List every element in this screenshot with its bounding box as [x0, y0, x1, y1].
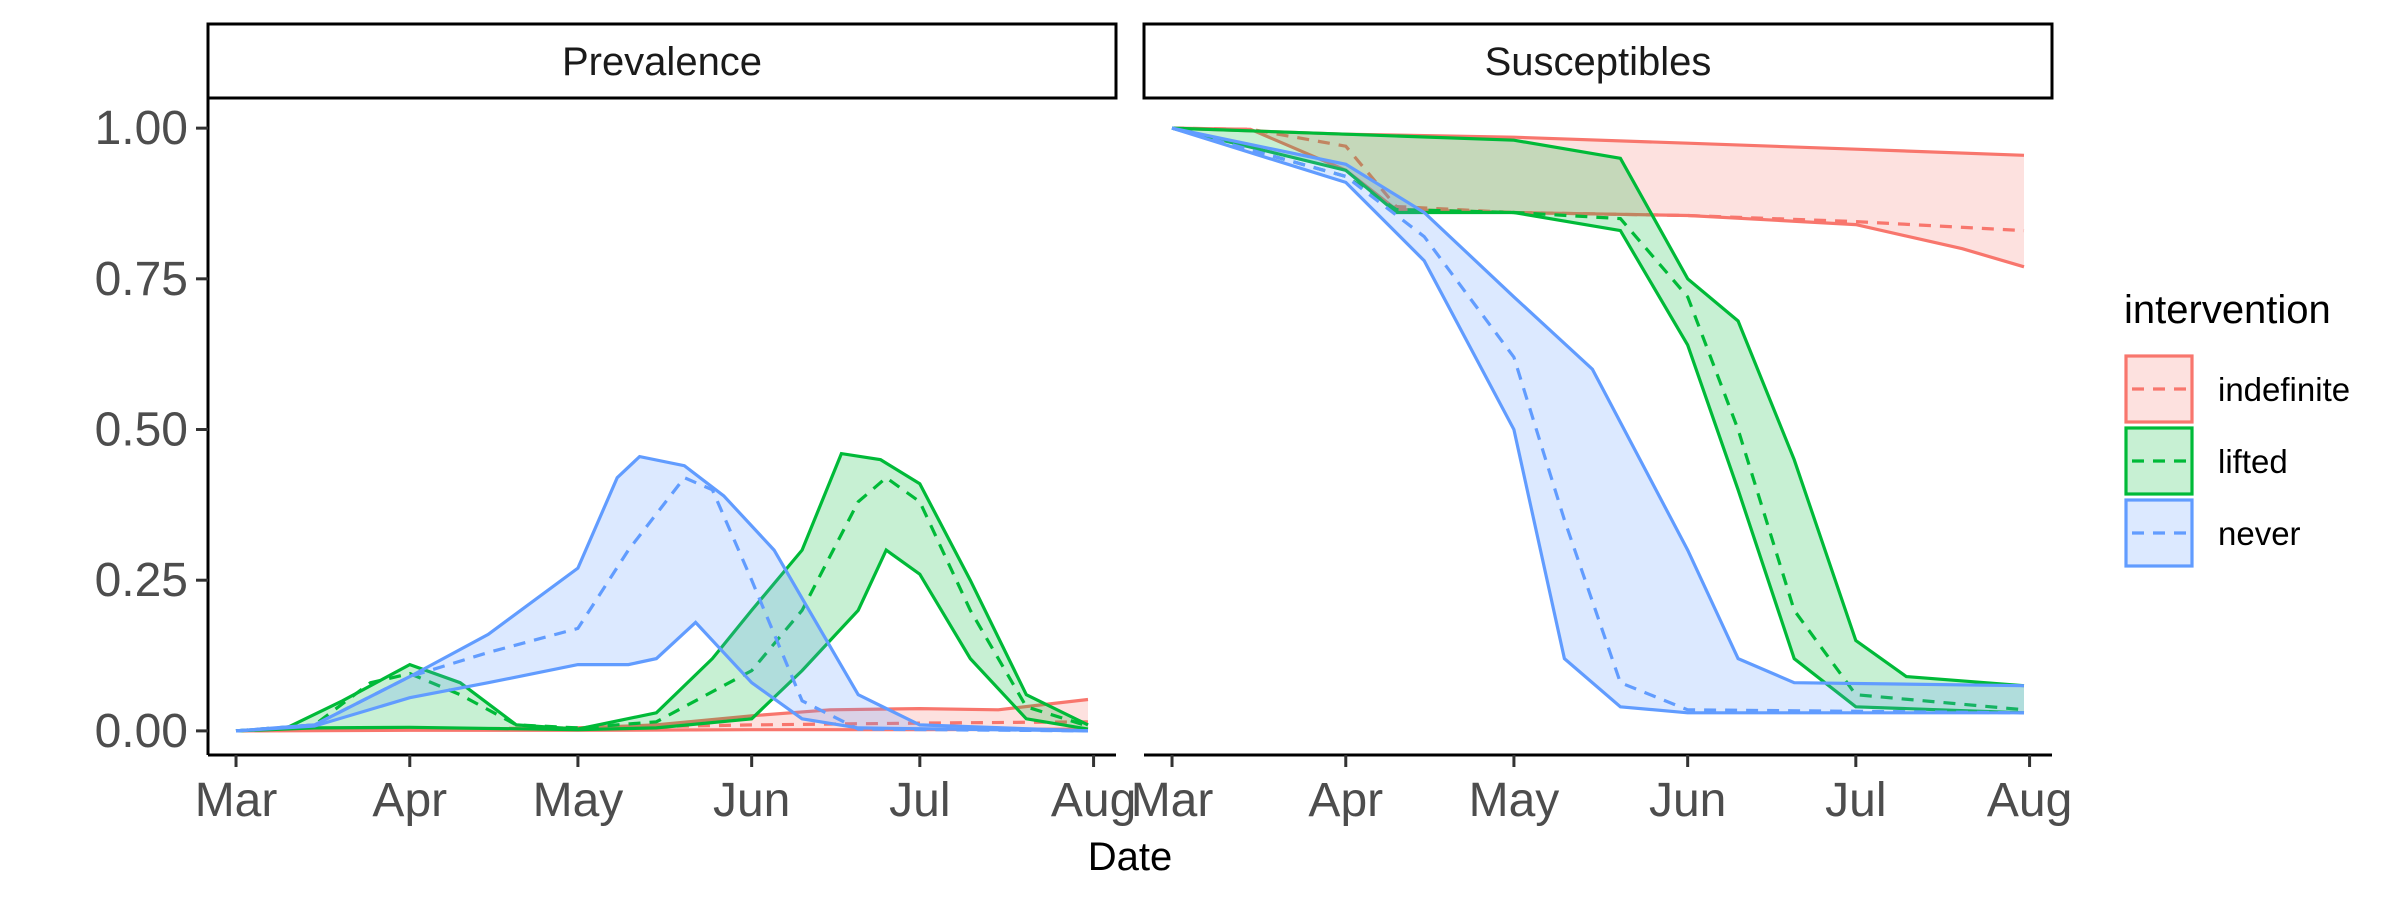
ribbon-lifted [1172, 128, 2024, 713]
x-tick-label: Aug [1987, 774, 2072, 827]
legend-item-indefinite: indefinite [2124, 354, 2350, 424]
series-lifted [235, 451, 1089, 733]
x-axis-susceptibles: Mar Apr May Jun Jul Aug [1131, 753, 2072, 827]
y-tick-label: 1.00 [95, 102, 188, 155]
median-line-never [1171, 126, 2025, 715]
panel-prevalence: Prevalence Mar Apr May Jun Jul Aug 0.000.250.… [95, 22, 1136, 827]
x-tick-label: Jul [889, 774, 950, 827]
strip-label-prevalence: Prevalence [562, 40, 762, 84]
ribbon-never [236, 456, 1088, 731]
x-tick-label: May [533, 774, 624, 827]
median-line-lifted [1171, 126, 2025, 712]
legend-label-never: never [2218, 515, 2301, 552]
upper-line-lifted [1171, 126, 2025, 688]
lower-line-lifted [235, 547, 1089, 733]
x-tick-label: Apr [372, 774, 447, 827]
legend-label-lifted: lifted [2218, 443, 2288, 480]
x-tick-label: Jun [713, 774, 790, 827]
strip-prevalence [206, 22, 1118, 100]
legend-item-lifted: lifted [2124, 426, 2288, 496]
series-never [235, 454, 1089, 733]
y-tick-label: 0.50 [95, 404, 188, 457]
ribbon-indefinite [1172, 128, 2024, 267]
panel-susceptibles: Susceptibles Mar Apr May Jun Jul Aug [1131, 22, 2072, 827]
x-tick-label: Apr [1308, 774, 1383, 827]
x-tick-label: Jul [1825, 774, 1886, 827]
x-axis-title: Date [1088, 835, 1173, 879]
y-tick-label: 0.75 [95, 253, 188, 306]
y-tick-label: 0.00 [95, 705, 188, 758]
legend-title: intervention [2124, 288, 2331, 332]
x-tick-label: Mar [195, 774, 278, 827]
lower-line-never [1171, 126, 2024, 715]
lower-line-never [235, 620, 1089, 733]
legend-label-indefinite: indefinite [2218, 371, 2350, 408]
upper-line-never [1171, 126, 2025, 688]
x-axis-prevalence: Mar Apr May Jun Jul Aug [195, 753, 1136, 827]
y-tick-label: 0.25 [95, 554, 188, 607]
median-line-lifted [235, 475, 1089, 733]
plot-area-prevalence [235, 451, 1089, 733]
strip-susceptibles [1142, 22, 2054, 100]
y-axis-prevalence: 0.00 0.25 0.50 0.75 1.00 [95, 98, 210, 758]
legend: intervention indefinite lifted never [2124, 288, 2350, 568]
x-tick-label: Jun [1649, 774, 1726, 827]
x-tick-label: Mar [1131, 774, 1214, 827]
ribbon-lifted [236, 453, 1088, 731]
series-never [1171, 126, 2025, 715]
strip-label-susceptibles: Susceptibles [1485, 40, 1712, 84]
ribbon-never [1172, 128, 2024, 713]
upper-line-lifted [235, 451, 1089, 733]
x-tick-label: Aug [1051, 774, 1136, 827]
plot-area-susceptibles [1171, 126, 2025, 715]
upper-line-never [235, 454, 1089, 733]
legend-item-never: never [2124, 498, 2301, 568]
x-tick-label: May [1469, 774, 1560, 827]
